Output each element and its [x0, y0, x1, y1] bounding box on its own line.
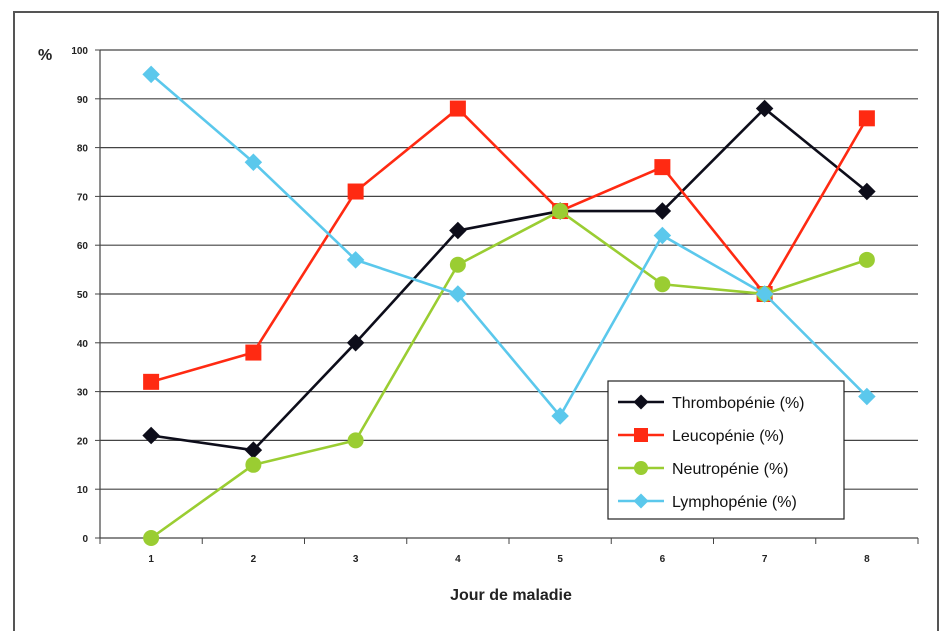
series-1-point: [653, 202, 672, 220]
legend-point: [634, 428, 648, 442]
y-tick-label: 30: [77, 388, 89, 399]
series-4-point: [142, 65, 160, 84]
x-tick-label: 2: [251, 554, 257, 565]
grid-lines: [100, 49, 918, 490]
legend-point: [634, 461, 648, 475]
series-3-point: [449, 256, 466, 273]
series-4-point: [858, 387, 876, 406]
series-3-point: [245, 456, 262, 473]
series-1-point: [346, 334, 365, 352]
series-3-line: [150, 209, 868, 540]
series-1: [142, 99, 876, 459]
series-1-point: [244, 441, 263, 459]
legend-item: Lymphopénie (%): [618, 493, 797, 511]
y-tick-label: 100: [71, 46, 88, 57]
legend: Thrombopénie (%) Leucopénie (%) Neutropéni…: [607, 380, 845, 520]
x-tick-label: 6: [660, 554, 666, 565]
series-1-point: [449, 221, 467, 240]
legend-label: Neutropénie (%): [672, 461, 789, 478]
series-4-point: [244, 153, 263, 171]
series-1-line: [150, 107, 868, 452]
x-tick-label: 4: [455, 554, 461, 565]
x-tick-label: 8: [864, 554, 870, 565]
x-tick-label: 7: [762, 554, 768, 565]
legend-label: Thrombopénie (%): [672, 395, 805, 412]
x-axis-title: Jour de maladie: [450, 587, 572, 604]
series-3-point: [858, 251, 875, 268]
x-tick-label: 5: [557, 554, 563, 565]
series-4: [142, 65, 876, 425]
series-layer: [142, 65, 876, 546]
y-tick-label: 20: [77, 436, 89, 447]
legend-label: Leucopénie (%): [672, 428, 784, 445]
series-2-line: [150, 107, 868, 384]
y-axis-title: %: [38, 47, 52, 64]
legend-item: Thrombopénie (%): [618, 394, 805, 412]
series-2-point: [858, 110, 875, 127]
legend-point: [633, 493, 649, 509]
series-1-point: [142, 426, 160, 445]
series-4-line: [150, 73, 868, 418]
y-tick-label: 50: [77, 290, 89, 301]
series-3-point: [347, 432, 364, 449]
y-tick-label: 80: [77, 144, 89, 155]
series-1-point: [755, 99, 774, 118]
series-4-point: [551, 407, 569, 425]
series-1-point: [858, 182, 876, 201]
series-2-point: [143, 373, 160, 390]
series-2-point: [654, 159, 671, 176]
series-4-point: [653, 226, 672, 245]
series-3-point: [552, 203, 569, 220]
series-2-point: [449, 100, 466, 117]
y-tick-label: 40: [77, 339, 89, 350]
series-3-point: [654, 276, 671, 293]
y-tick-label: 10: [77, 485, 89, 496]
y-tick-label: 60: [77, 241, 89, 252]
y-tick-label: 0: [82, 534, 88, 545]
series-2-point: [245, 344, 262, 361]
series-2-point: [347, 183, 364, 200]
x-tick-label: 3: [353, 554, 359, 565]
legend-item: Neutropénie (%): [618, 461, 789, 478]
chart-frame: [13, 11, 939, 631]
legend-point: [633, 394, 649, 410]
series-3-point: [143, 530, 160, 546]
x-tick-label: 1: [148, 554, 154, 565]
series-4-point: [449, 285, 467, 303]
legend-box: [607, 380, 845, 520]
y-tick-label: 70: [77, 192, 89, 203]
axes: 0 10 20 30 40 50 60 70 80 90 100 1 2 3 4 5 6 7 8: [71, 46, 919, 565]
series-4-point: [755, 285, 774, 303]
y-tick-label: 90: [77, 95, 89, 106]
legend-label: Lymphopénie (%): [672, 494, 797, 511]
series-4-point: [346, 251, 365, 269]
legend-item: Leucopénie (%): [618, 428, 784, 445]
